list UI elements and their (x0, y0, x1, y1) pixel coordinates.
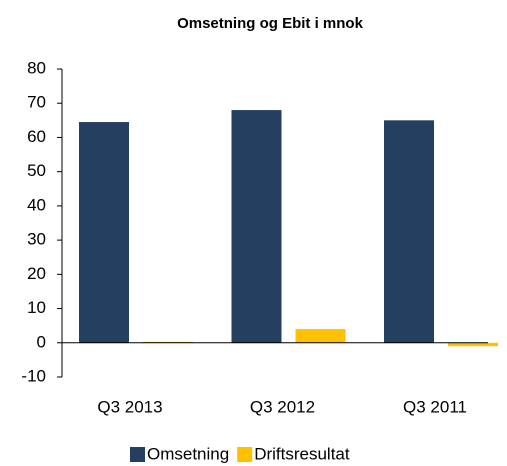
y-tick-label: 10 (27, 298, 46, 317)
bar (231, 110, 282, 343)
y-tick-label: 60 (27, 127, 46, 146)
y-tick-label: 20 (27, 264, 46, 283)
x-tick-label: Q3 2013 (97, 397, 162, 416)
y-tick-label: 50 (27, 161, 46, 180)
bar (295, 329, 346, 343)
x-tick-label: Q3 2012 (250, 397, 315, 416)
y-tick-label: 80 (27, 58, 46, 77)
chart-title: Omsetning og Ebit i mnok (177, 15, 363, 32)
bar (79, 122, 129, 343)
y-tick-label: -10 (21, 366, 46, 385)
legend-swatch (237, 447, 253, 462)
legend-label: Driftsresultat (254, 444, 350, 463)
y-tick-label: 70 (27, 93, 46, 112)
y-tick-label: 0 (37, 332, 46, 351)
bar (448, 342, 498, 347)
legend-swatch (130, 447, 145, 462)
legend-label: Omsetning (147, 444, 229, 463)
x-tick-label: Q3 2011 (403, 397, 467, 416)
y-tick-label: 30 (27, 230, 46, 249)
bar (143, 341, 193, 343)
y-tick-label: 40 (27, 195, 46, 214)
bar (384, 120, 434, 343)
